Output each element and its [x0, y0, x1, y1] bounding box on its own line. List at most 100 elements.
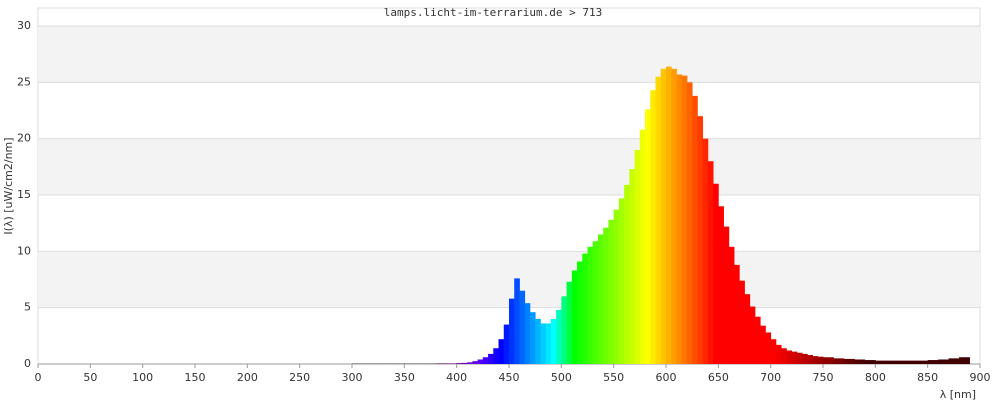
spectrum-bar: [948, 358, 960, 364]
spectrum-bar: [906, 360, 918, 364]
spectrum-bar: [697, 116, 704, 364]
spectrum-bar: [749, 306, 756, 364]
y-tick-label: 30: [17, 19, 31, 32]
spectrum-bar: [613, 209, 620, 364]
y-tick-label: 0: [24, 357, 31, 370]
spectrum-bar: [754, 316, 761, 364]
grid-band: [38, 251, 980, 308]
x-tick-label: 500: [551, 371, 572, 384]
spectrum-bar: [786, 350, 792, 364]
spectrum-bar: [817, 356, 824, 364]
spectrum-bar: [472, 361, 478, 364]
spectrum-bar: [843, 358, 855, 364]
spectrum-bar: [482, 357, 489, 364]
x-tick-label: 50: [83, 371, 97, 384]
x-tick-label: 250: [289, 371, 310, 384]
spectrum-bar: [529, 312, 536, 364]
spectrum-bar: [603, 227, 609, 364]
spectrum-bar: [791, 351, 798, 364]
spectrum-bar: [781, 348, 787, 364]
spectrum-bar: [896, 360, 908, 364]
x-tick-label: 400: [446, 371, 467, 384]
spectrum-bar: [629, 169, 635, 364]
spectrum-bar: [561, 296, 567, 364]
spectrum-bar: [503, 324, 510, 364]
spectrum-bar: [425, 363, 437, 364]
spectrum-bar: [372, 363, 384, 364]
spectrum-bar: [577, 261, 583, 364]
spectrum-bar: [456, 363, 463, 364]
spectrum-bar: [650, 90, 656, 364]
spectrum-bar: [493, 348, 499, 364]
spectrum-bar: [461, 362, 468, 364]
spectrum-bar: [723, 226, 730, 364]
spectrum-bar: [524, 303, 531, 364]
x-tick-label: 100: [132, 371, 153, 384]
spectrum-bar: [854, 359, 866, 364]
spectrum-bar: [796, 352, 803, 364]
spectrum-bar: [660, 68, 667, 364]
spectrum-bar: [744, 294, 751, 364]
spectrum-bar: [775, 344, 782, 364]
spectrum-bar: [681, 75, 688, 364]
y-tick-label: 10: [17, 244, 31, 257]
spectrum-bar: [488, 353, 494, 364]
spectrum-bar: [770, 339, 777, 364]
spectrum-bar: [927, 360, 939, 364]
spectrum-bar: [362, 363, 374, 364]
x-tick-label: 700: [760, 371, 781, 384]
y-tick-label: 15: [17, 188, 31, 201]
spectrum-bar: [550, 318, 557, 364]
spectrum-bar: [707, 161, 714, 364]
x-axis-label: λ [nm]: [940, 388, 976, 400]
spectrum-bar: [676, 74, 683, 364]
x-tick-label: 150: [185, 371, 206, 384]
x-tick-label: 0: [35, 371, 42, 384]
spectrum-bar: [692, 95, 698, 365]
spectrum-bar: [582, 253, 588, 364]
spectrum-bar: [718, 206, 724, 364]
spectrum-bar: [352, 363, 363, 364]
spectrum-bar: [833, 358, 845, 364]
spectrum-bar: [938, 359, 949, 364]
spectrum-bar: [671, 68, 677, 364]
spectrum-bar: [624, 184, 630, 364]
x-tick-label: 750: [813, 371, 834, 384]
x-tick-label: 850: [917, 371, 938, 384]
spectrum-bar: [393, 363, 405, 364]
spectrum-bar: [823, 357, 834, 364]
spectrum-bar: [734, 264, 740, 364]
spectrum-bar: [702, 138, 709, 364]
y-tick-label: 5: [24, 301, 31, 314]
spectrum-bar: [514, 278, 520, 364]
spectrum-bar: [498, 339, 505, 364]
x-tick-label: 350: [394, 371, 415, 384]
x-tick-label: 900: [970, 371, 991, 384]
spectrum-bar: [802, 353, 808, 364]
grid-band: [38, 138, 980, 196]
spectrum-bar: [885, 360, 897, 364]
x-tick-label: 200: [237, 371, 258, 384]
spectrum-bar: [812, 356, 819, 364]
spectrum-bar: [645, 109, 651, 365]
x-tick-label: 600: [656, 371, 677, 384]
spectrum-bar: [404, 363, 416, 364]
spectrum-bar: [666, 66, 672, 364]
spectrum-bar: [597, 234, 604, 364]
spectrum-bar: [519, 290, 526, 364]
bands: [37, 7, 981, 365]
spectrum-bar: [765, 332, 772, 364]
spectrum-bar: [728, 246, 735, 364]
spectrum-bar: [556, 309, 562, 364]
spectrum-bar: [383, 363, 395, 364]
spectrum-bar: [477, 359, 484, 364]
spectrum-bar: [760, 325, 766, 364]
spectrum-bar: [739, 280, 745, 364]
y-axis-label: I(λ) [uW/cm2/nm]: [2, 137, 15, 234]
spectrum-bar: [467, 362, 473, 364]
spectrum-bar: [545, 323, 552, 364]
spectrum-bar: [807, 354, 813, 364]
x-tick-label: 650: [708, 371, 729, 384]
spectrum-bar: [639, 129, 646, 364]
